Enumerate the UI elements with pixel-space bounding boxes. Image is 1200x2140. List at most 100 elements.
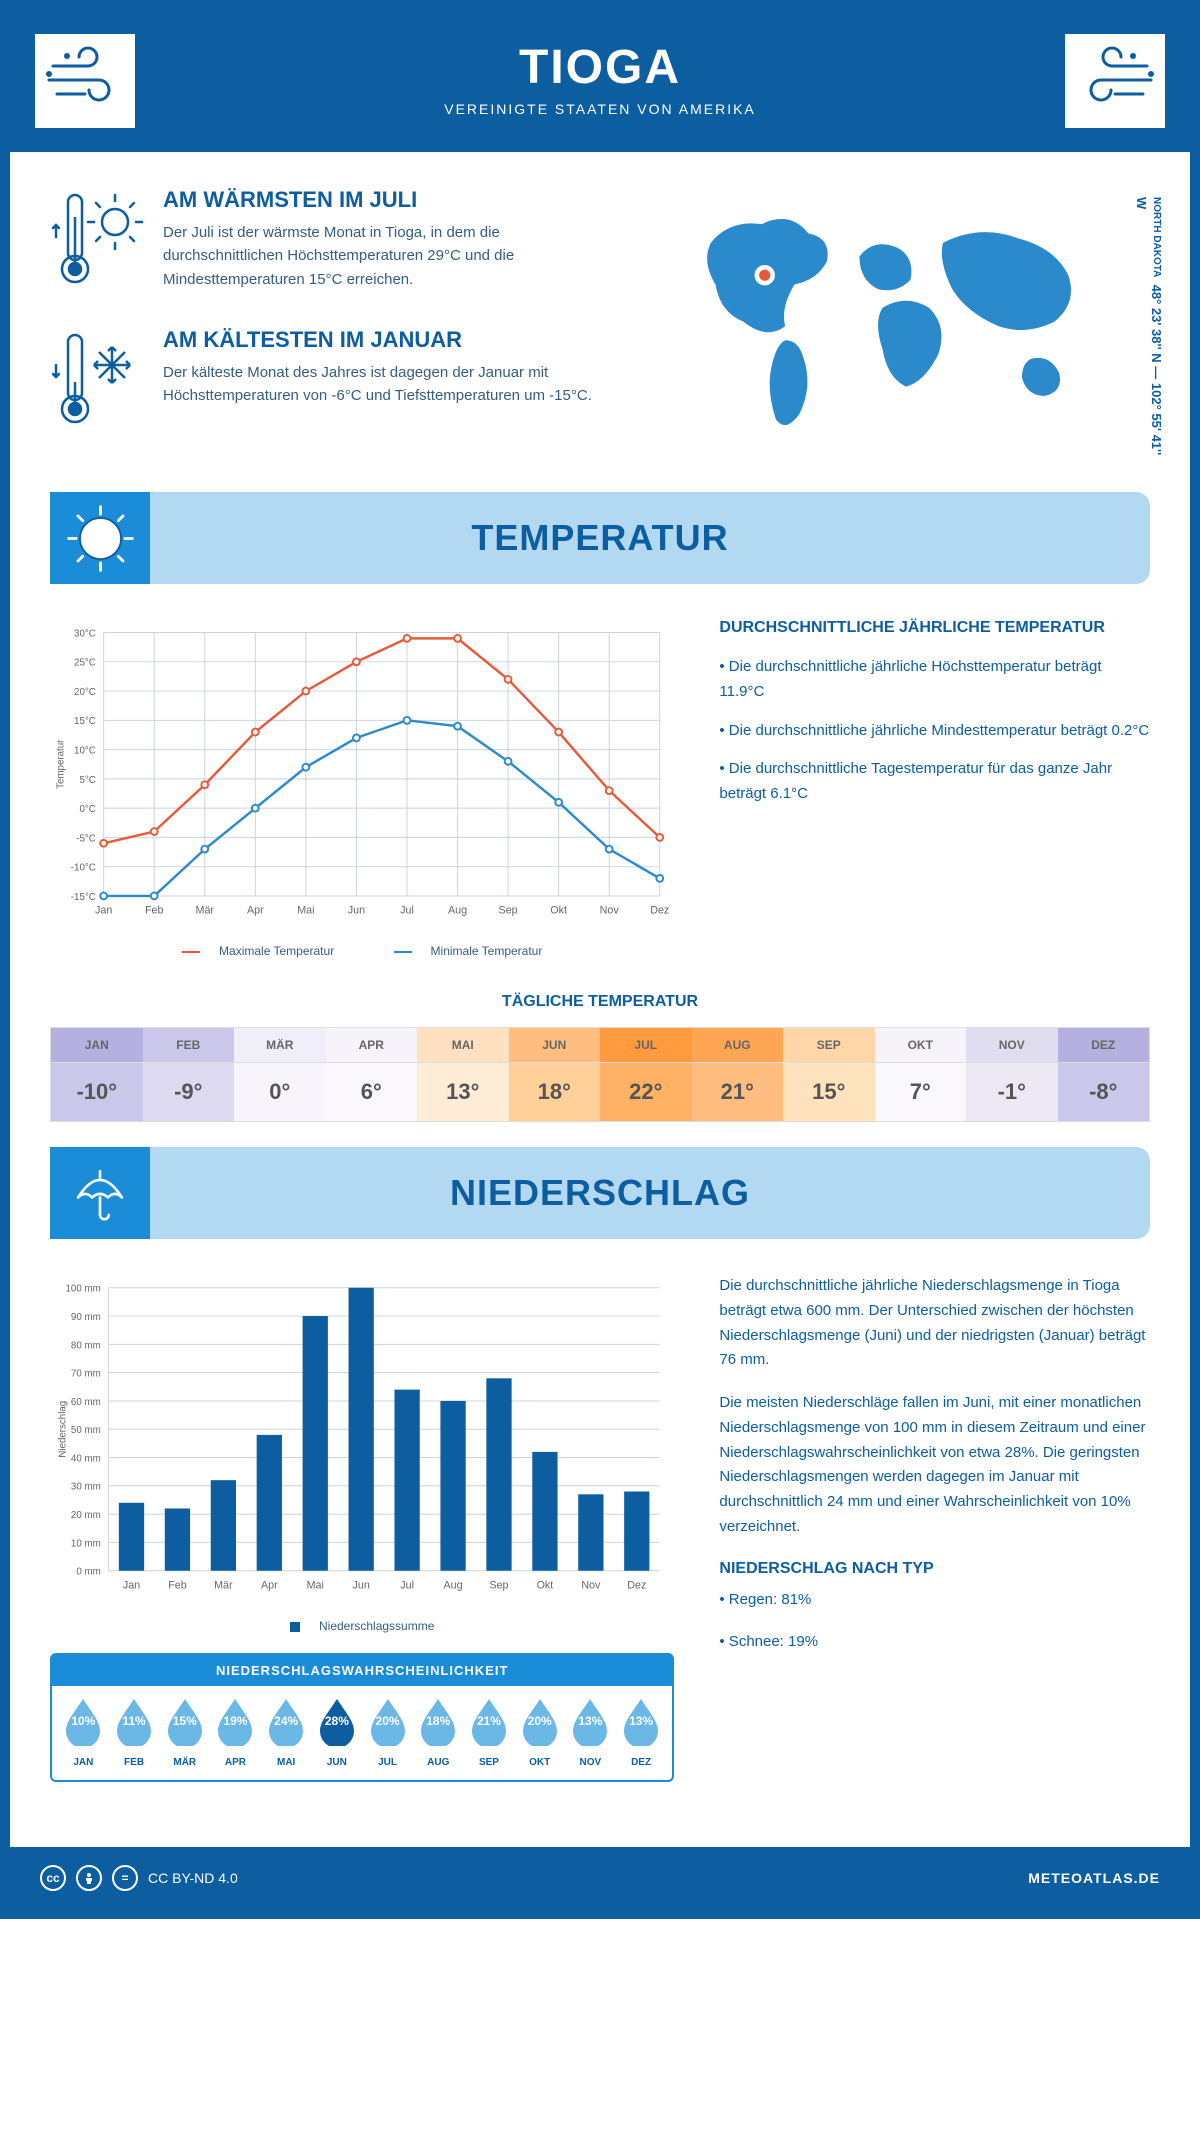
svg-text:100 mm: 100 mm [65, 1284, 100, 1295]
nd-icon: = [112, 1865, 138, 1891]
prob-cell: 19% APR [210, 1696, 261, 1768]
fact-warm-title: AM WÄRMSTEN IM JULI [163, 187, 608, 213]
svg-text:Mai: Mai [307, 1579, 324, 1591]
svg-text:Dez: Dez [650, 905, 669, 917]
daily-cell: AUG 21° [692, 1028, 784, 1121]
map-coordinates: NORTH DAKOTA 48° 23' 38'' N — 102° 55' 4… [1134, 197, 1164, 467]
daily-cell: FEB -9° [143, 1028, 235, 1121]
daily-cell: OKT 7° [875, 1028, 967, 1121]
prob-cell: 28% JUN [312, 1696, 363, 1768]
svg-text:Apr: Apr [247, 905, 264, 917]
svg-text:Temperatur: Temperatur [56, 739, 67, 789]
daily-temp-table: JAN -10° FEB -9° MÄR 0° APR 6° MAI 13° J… [50, 1027, 1150, 1122]
prob-cell: 20% JUL [362, 1696, 413, 1768]
svg-text:90 mm: 90 mm [71, 1312, 101, 1323]
precipitation-banner: NIEDERSCHLAG [50, 1147, 1150, 1239]
license-text: CC BY-ND 4.0 [148, 1870, 238, 1886]
svg-text:Sep: Sep [489, 1579, 508, 1591]
svg-text:0°C: 0°C [79, 804, 95, 815]
svg-text:Apr: Apr [261, 1579, 278, 1591]
wind-icon-right [1065, 34, 1165, 128]
prob-cell: 15% MÄR [159, 1696, 210, 1768]
thermometer-sun-icon [50, 187, 145, 297]
daily-cell: DEZ -8° [1058, 1028, 1150, 1121]
svg-text:Mär: Mär [196, 905, 215, 917]
svg-text:30 mm: 30 mm [71, 1482, 101, 1493]
precipitation-probability-box: NIEDERSCHLAGSWAHRSCHEINLICHKEIT 10% JAN … [50, 1653, 674, 1782]
svg-text:Aug: Aug [448, 905, 467, 917]
fact-cold-text: Der kälteste Monat des Jahres ist dagege… [163, 361, 608, 408]
svg-text:Aug: Aug [444, 1579, 463, 1591]
intro-section: AM WÄRMSTEN IM JULI Der Juli ist der wär… [50, 187, 1150, 467]
temperature-banner: TEMPERATUR [50, 492, 1150, 584]
svg-text:80 mm: 80 mm [71, 1340, 101, 1351]
temp-side-text: DURCHSCHNITTLICHE JÄHRLICHE TEMPERATUR •… [719, 619, 1150, 958]
page-subtitle: VEREINIGTE STAATEN VON AMERIKA [444, 101, 756, 117]
svg-text:-5°C: -5°C [76, 833, 96, 844]
world-map [643, 187, 1150, 447]
precip-legend: Niederschlagssumme [50, 1619, 674, 1633]
prob-cell: 18% AUG [413, 1696, 464, 1768]
daily-cell: NOV -1° [966, 1028, 1058, 1121]
svg-text:Jan: Jan [95, 905, 112, 917]
svg-text:0 mm: 0 mm [76, 1567, 100, 1578]
sun-icon [50, 492, 150, 584]
svg-text:30°C: 30°C [74, 628, 96, 639]
svg-text:10 mm: 10 mm [71, 1538, 101, 1549]
svg-text:Nov: Nov [600, 905, 620, 917]
svg-text:Feb: Feb [168, 1579, 187, 1591]
thermometer-snow-icon [50, 327, 145, 437]
svg-text:Jun: Jun [353, 1579, 370, 1591]
svg-text:Jul: Jul [400, 1579, 414, 1591]
header: TIOGA VEREINIGTE STAATEN VON AMERIKA [10, 10, 1190, 152]
site-name: METEOATLAS.DE [1028, 1870, 1160, 1886]
temp-legend: Maximale Temperatur Minimale Temperatur [50, 944, 674, 958]
svg-text:Sep: Sep [499, 905, 518, 917]
prob-cell: 20% OKT [514, 1696, 565, 1768]
svg-text:Mai: Mai [297, 905, 314, 917]
svg-text:Jun: Jun [348, 905, 365, 917]
svg-text:Nov: Nov [581, 1579, 601, 1591]
svg-text:Mär: Mär [214, 1579, 233, 1591]
daily-cell: JUL 22° [600, 1028, 692, 1121]
svg-text:-10°C: -10°C [71, 863, 96, 874]
by-icon [76, 1865, 102, 1891]
precip-side-text: Die durchschnittliche jährliche Niedersc… [719, 1274, 1150, 1673]
prob-cell: 13% NOV [565, 1696, 616, 1768]
daily-cell: SEP 15° [783, 1028, 875, 1121]
page-title: TIOGA [444, 40, 756, 95]
daily-cell: JUN 18° [509, 1028, 601, 1121]
cc-icon: cc [40, 1865, 66, 1891]
svg-text:70 mm: 70 mm [71, 1369, 101, 1380]
svg-text:Okt: Okt [550, 905, 567, 917]
svg-text:20°C: 20°C [74, 687, 96, 698]
svg-text:Jul: Jul [400, 905, 414, 917]
footer: cc = CC BY-ND 4.0 METEOATLAS.DE [10, 1847, 1190, 1909]
prob-cell: 21% SEP [464, 1696, 515, 1768]
svg-text:60 mm: 60 mm [71, 1397, 101, 1408]
umbrella-icon [50, 1147, 150, 1239]
temperature-chart: -15°C-10°C-5°C0°C5°C10°C15°C20°C25°C30°C… [50, 619, 674, 958]
svg-text:40 mm: 40 mm [71, 1453, 101, 1464]
prob-cell: 13% DEZ [616, 1696, 667, 1768]
svg-text:25°C: 25°C [74, 658, 96, 669]
fact-warm-text: Der Juli ist der wärmste Monat in Tioga,… [163, 221, 608, 291]
precipitation-chart: 0 mm10 mm20 mm30 mm40 mm50 mm60 mm70 mm8… [50, 1274, 674, 1604]
prob-cell: 11% FEB [109, 1696, 160, 1768]
daily-cell: APR 6° [326, 1028, 418, 1121]
fact-warmest: AM WÄRMSTEN IM JULI Der Juli ist der wär… [50, 187, 608, 297]
svg-text:Feb: Feb [145, 905, 164, 917]
svg-text:10°C: 10°C [74, 746, 96, 757]
daily-cell: JAN -10° [51, 1028, 143, 1121]
svg-text:Dez: Dez [627, 1579, 646, 1591]
daily-cell: MÄR 0° [234, 1028, 326, 1121]
svg-text:15°C: 15°C [74, 716, 96, 727]
svg-text:-15°C: -15°C [71, 892, 96, 903]
prob-cell: 10% JAN [58, 1696, 109, 1768]
svg-text:50 mm: 50 mm [71, 1425, 101, 1436]
svg-text:Okt: Okt [537, 1579, 554, 1591]
fact-cold-title: AM KÄLTESTEN IM JANUAR [163, 327, 608, 353]
svg-text:Niederschlag: Niederschlag [58, 1401, 69, 1458]
daily-temp-title: TÄGLICHE TEMPERATUR [50, 993, 1150, 1011]
svg-text:Jan: Jan [123, 1579, 140, 1591]
